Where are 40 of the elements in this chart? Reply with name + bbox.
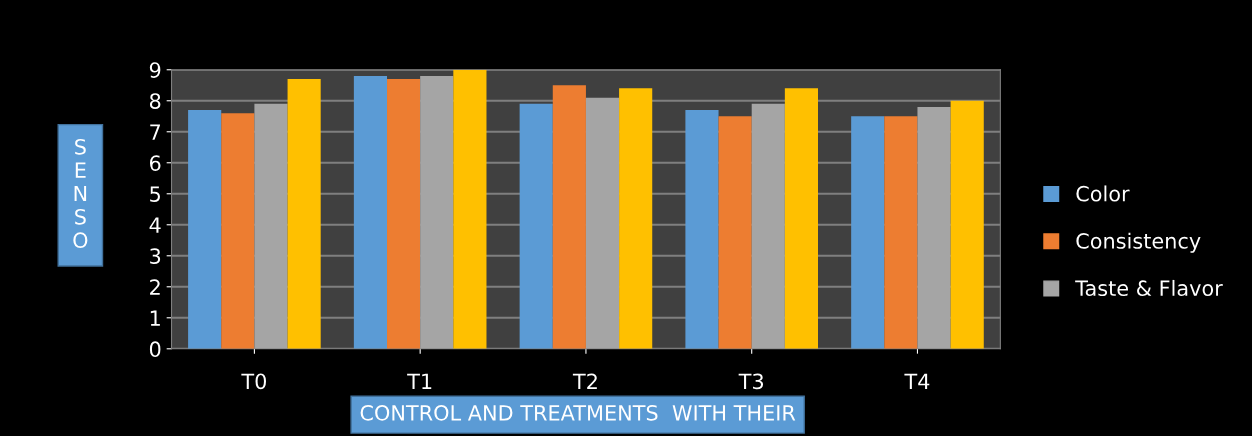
bar	[585, 97, 620, 349]
bar	[784, 88, 819, 349]
bar	[884, 116, 918, 349]
x-tick-label: T2	[572, 373, 597, 389]
x-axis-title: CONTROL AND TREATMENTS WITH THEIR	[360, 404, 796, 421]
y-tick-label: 6	[150, 155, 161, 171]
y-tick-label: 1	[150, 310, 160, 326]
bar	[420, 75, 454, 349]
bar	[619, 88, 653, 349]
bar	[453, 69, 487, 349]
bar	[685, 110, 719, 349]
legend-label: Taste & Flavor	[1075, 279, 1223, 297]
y-tick-label: 3	[150, 248, 161, 264]
bar	[254, 103, 288, 349]
bar	[387, 79, 421, 349]
x-tick-label: T0	[241, 373, 267, 390]
bar	[519, 103, 553, 349]
legend-label: Color	[1076, 185, 1130, 202]
y-tick-label: 7	[150, 124, 161, 140]
bar	[287, 79, 321, 349]
bar	[718, 116, 752, 349]
x-tick-label: T1	[407, 373, 432, 389]
bar	[552, 85, 586, 349]
bar	[851, 116, 885, 349]
bar	[221, 113, 255, 349]
bar	[950, 100, 984, 349]
x-tick-label: T3	[738, 373, 764, 390]
x-tick-label: T4	[904, 373, 930, 389]
y-tick-label: 0	[149, 341, 161, 358]
bar	[917, 106, 951, 349]
y-axis-title: S E N S O	[73, 138, 88, 249]
y-tick-label: 2	[150, 279, 160, 295]
y-tick-label: 5	[150, 186, 160, 202]
bar	[188, 110, 222, 349]
y-tick-label: 8	[149, 93, 161, 109]
bar	[353, 75, 388, 349]
bar	[751, 103, 785, 349]
y-tick-label: 4	[149, 217, 161, 233]
legend-label: Consistency	[1076, 232, 1201, 253]
y-tick-label: 9	[149, 62, 161, 78]
